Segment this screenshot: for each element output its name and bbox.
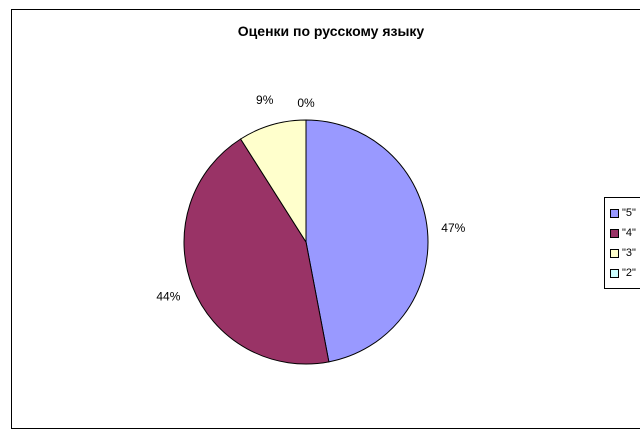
- legend-item: "3": [610, 246, 636, 260]
- pie-slices: [183, 119, 429, 365]
- legend-item: "4": [610, 226, 636, 240]
- legend-label: "2": [622, 267, 636, 279]
- legend-item: "5": [610, 206, 636, 220]
- legend-label: "4": [622, 227, 636, 239]
- legend-item: "2": [610, 266, 636, 280]
- pie-slice: [183, 138, 330, 365]
- legend-swatch: [610, 268, 619, 278]
- legend-label: "3": [622, 247, 636, 259]
- legend: "5" "4" "3" "2": [604, 197, 640, 289]
- pie-labels: 47% 44% 9% 0%: [156, 93, 465, 304]
- pie-slice: [305, 119, 429, 363]
- legend-swatch: [610, 248, 619, 258]
- slice-data-label: 44%: [156, 290, 180, 304]
- slice-data-label: 9%: [256, 93, 274, 107]
- pie-slice: [239, 119, 307, 244]
- chart-title: Оценки по русскому языку: [237, 23, 425, 39]
- slice-data-label: 0%: [297, 96, 315, 110]
- legend-label: "5": [622, 207, 636, 219]
- legend-swatch: [610, 208, 619, 218]
- slice-data-label: 47%: [441, 221, 465, 235]
- legend-swatch: [610, 228, 619, 238]
